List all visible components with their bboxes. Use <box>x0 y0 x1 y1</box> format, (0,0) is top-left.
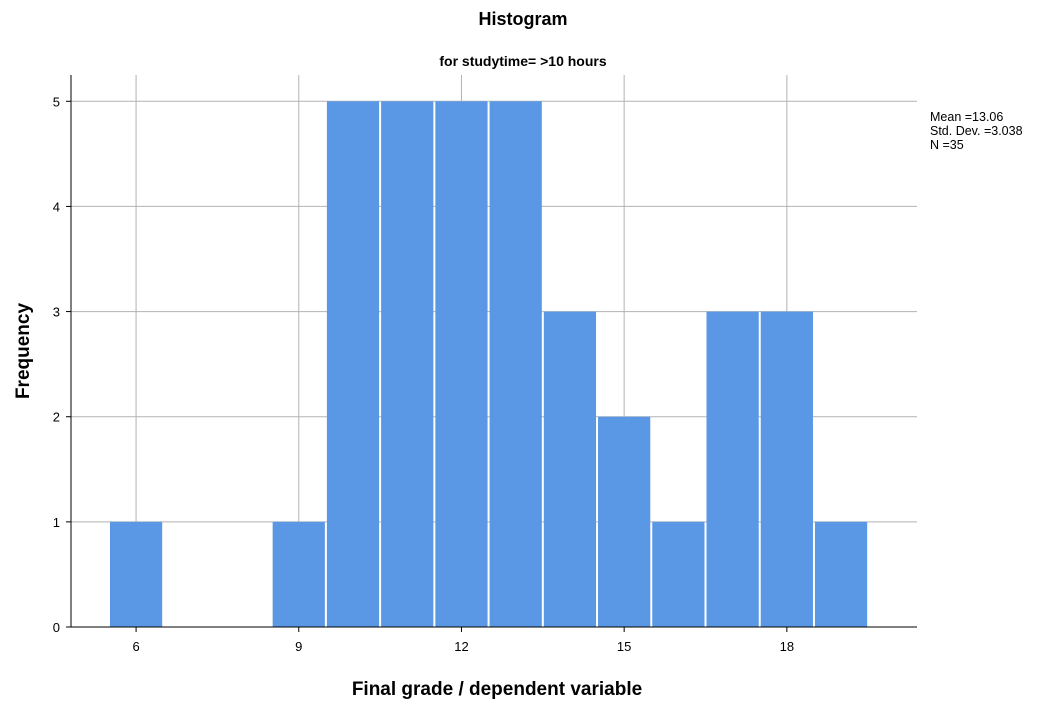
histogram-bar <box>435 101 488 628</box>
y-tick-label: 4 <box>53 199 60 214</box>
histogram-bar <box>489 101 542 628</box>
y-tick-label: 2 <box>53 410 60 425</box>
histogram-bar <box>326 101 380 628</box>
histogram-bar <box>272 521 325 627</box>
chart-title: Histogram <box>478 9 567 29</box>
statistics-box: Mean =13.06 Std. Dev. =3.038 N =35 <box>930 110 1023 152</box>
histogram-bars <box>109 101 868 628</box>
y-tick-label: 0 <box>53 620 60 635</box>
histogram-bar <box>543 311 597 627</box>
stat-mean: Mean =13.06 <box>930 110 1003 124</box>
stat-n: N =35 <box>930 138 964 152</box>
x-tick-label: 12 <box>454 639 468 654</box>
x-tick-label: 15 <box>617 639 631 654</box>
x-tick-label: 9 <box>295 639 302 654</box>
histogram-bar <box>814 521 868 627</box>
stat-std-dev: Std. Dev. =3.038 <box>930 124 1023 138</box>
histogram-bar <box>760 311 813 627</box>
y-tick-label: 5 <box>53 94 60 109</box>
histogram-bar <box>381 101 434 628</box>
x-tick-label: 6 <box>132 639 139 654</box>
axes <box>66 75 917 632</box>
x-tick-label: 18 <box>780 639 794 654</box>
histogram-bar <box>706 311 759 627</box>
y-axis-label: Frequency <box>13 303 34 400</box>
y-tick-label: 1 <box>53 515 60 530</box>
histogram-bar <box>598 416 651 627</box>
histogram-bar <box>109 521 163 627</box>
chart-subtitle: for studytime= >10 hours <box>439 53 606 69</box>
x-axis-label: Final grade / dependent variable <box>352 679 642 700</box>
histogram-bar <box>652 521 705 627</box>
y-tick-label: 3 <box>53 305 60 320</box>
